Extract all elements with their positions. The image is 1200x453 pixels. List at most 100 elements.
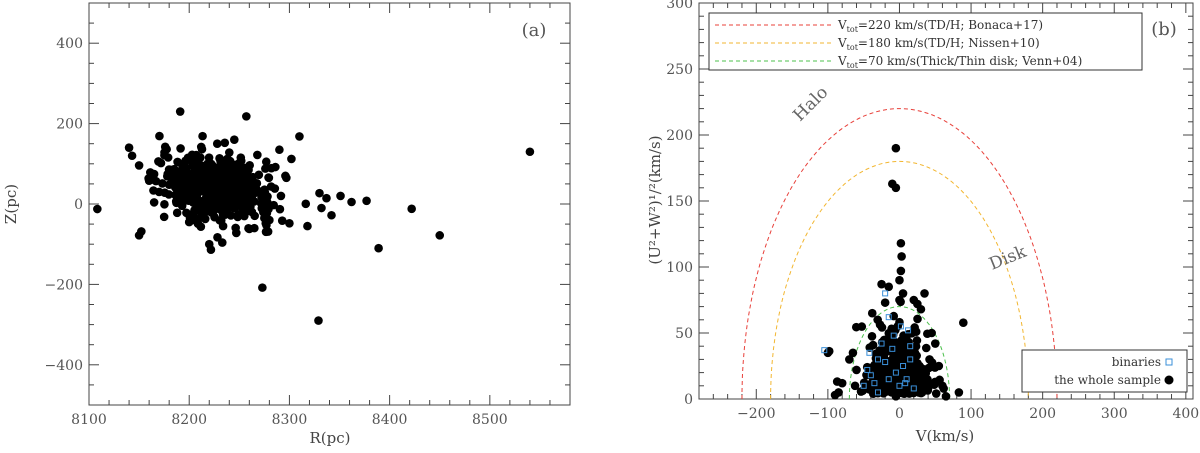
- data-point-a: [160, 200, 169, 209]
- legend-text-180: Vtot=180 km/s(TD/H; Nissen+10): [837, 36, 1040, 52]
- data-point-b: [884, 282, 894, 292]
- data-point-b: [867, 308, 877, 318]
- binary-point: [871, 380, 878, 387]
- data-point-a: [223, 179, 233, 188]
- binary-point: [903, 376, 910, 383]
- data-point-b: [895, 275, 904, 285]
- data-point-b: [889, 366, 899, 376]
- data-point-a: [206, 245, 216, 255]
- legend-sub-220: tot: [847, 25, 859, 34]
- x-tick-label-b: −200: [737, 406, 775, 422]
- data-point-a: [276, 191, 286, 201]
- data-point-b: [897, 252, 906, 261]
- binary-point: [874, 389, 881, 396]
- data-point-b: [921, 343, 931, 353]
- data-point-a: [172, 208, 182, 218]
- data-point-a: [155, 131, 164, 141]
- tick-labels-a: 8100 8200 8300 8400 8500 −400 −200 0 200 400: [45, 36, 508, 428]
- data-point-b: [883, 338, 893, 348]
- binary-point: [896, 382, 903, 389]
- legend-entry-70: Vtot=70 km/s(Thick/Thin disk; Venn+04): [715, 54, 1082, 70]
- data-point-a: [231, 223, 240, 233]
- data-point-b: [896, 266, 906, 276]
- y-tick-label-a: −400: [45, 358, 83, 374]
- data-point-a: [314, 316, 323, 325]
- legend-curves: Vtot=220 km/s(TD/H; Bonaca+17) Vtot=180 …: [708, 12, 1143, 71]
- legend-sample-marker: [1164, 375, 1174, 385]
- data-point-a: [93, 204, 102, 214]
- data-point-a: [257, 193, 266, 202]
- data-point-a: [196, 153, 205, 162]
- data-point-a: [264, 173, 274, 183]
- data-point-a: [322, 193, 331, 203]
- data-point-a: [198, 183, 208, 193]
- legend-sub-180: tot: [847, 43, 859, 52]
- disk-annotation: Disk: [986, 242, 1029, 275]
- data-point-b: [891, 183, 901, 193]
- data-point-b: [900, 369, 909, 378]
- y-axis-label-b: (U²+W²)¹/²(km/s): [646, 135, 664, 264]
- data-point-a: [260, 185, 269, 195]
- binary-point: [907, 343, 914, 350]
- data-point-a: [213, 232, 222, 242]
- data-point-b: [908, 362, 918, 371]
- binary-point: [907, 356, 914, 363]
- binary-point: [889, 345, 896, 352]
- data-point-a: [243, 171, 252, 180]
- data-point-a: [197, 144, 207, 154]
- legend-text-70: Vtot=70 km/s(Thick/Thin disk; Venn+04): [837, 54, 1082, 70]
- data-point-a: [187, 156, 197, 166]
- data-point-a: [171, 197, 181, 206]
- data-point-a: [303, 221, 312, 231]
- binary-point: [866, 349, 873, 356]
- y-axis-label-a: Z(pc): [2, 184, 20, 224]
- data-point-a: [170, 183, 180, 192]
- x-tick-label-a: 8400: [372, 412, 408, 428]
- data-point-b: [880, 298, 890, 307]
- data-point-a: [198, 131, 207, 141]
- data-point-a: [525, 147, 535, 157]
- data-point-a: [212, 139, 222, 148]
- data-point-a: [163, 153, 173, 162]
- binary-point: [882, 290, 889, 297]
- data-points-b: [823, 143, 968, 401]
- data-point-a: [250, 211, 259, 221]
- data-point-a: [267, 163, 276, 173]
- data-point-a: [175, 107, 185, 116]
- y-tick-label-a: 200: [56, 117, 83, 133]
- data-point-a: [275, 204, 285, 214]
- data-point-a: [233, 212, 243, 222]
- data-point-b: [865, 343, 875, 352]
- y-tick-label-a: 0: [74, 197, 83, 213]
- x-tick-label-b: −100: [809, 406, 847, 422]
- data-point-a: [149, 186, 158, 195]
- data-point-a: [176, 170, 185, 179]
- data-point-a: [301, 199, 311, 209]
- legend-markers: binaries the whole sample: [1021, 349, 1188, 393]
- data-point-b: [875, 320, 885, 329]
- data-point-a: [160, 142, 170, 152]
- data-point-b: [871, 361, 881, 370]
- data-point-b: [857, 322, 867, 331]
- data-point-a: [154, 157, 163, 166]
- y-tick-label-b: 300: [666, 0, 693, 12]
- legend-entry-180: Vtot=180 km/s(TD/H; Nissen+10): [715, 36, 1040, 52]
- data-point-b: [867, 332, 877, 341]
- data-point-a: [258, 283, 267, 292]
- data-point-a: [261, 157, 271, 167]
- data-point-a: [220, 138, 230, 148]
- data-point-a: [124, 143, 134, 153]
- data-point-a: [222, 185, 231, 195]
- panel-b: −200 −100 0 100 200 300 400050100150200250300 …: [646, 0, 1199, 445]
- binary-point: [885, 376, 892, 383]
- data-point-a: [242, 184, 252, 194]
- x-axis-label-a: R(pc): [309, 429, 350, 447]
- data-point-b: [920, 289, 929, 298]
- data-point-a: [213, 181, 223, 191]
- data-point-a: [254, 170, 264, 180]
- binary-point: [874, 356, 881, 363]
- legend-rest-180: =180 km/s(TD/H; Nissen+10): [858, 36, 1040, 50]
- data-point-a: [261, 218, 271, 228]
- data-point-b: [877, 279, 886, 289]
